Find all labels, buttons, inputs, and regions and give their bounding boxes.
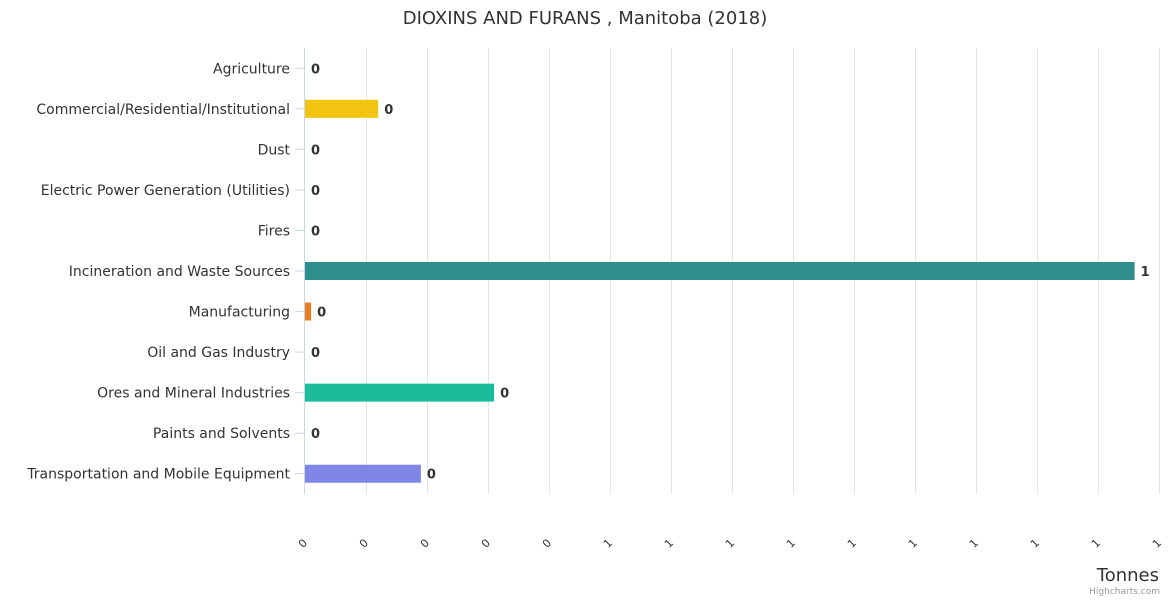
bar [305, 464, 421, 483]
category-label: Ores and Mineral Industries [97, 386, 290, 402]
data-label: 0 [427, 468, 436, 483]
category-labels: Agriculture Commercial/Residential/Instit… [26, 61, 305, 483]
category-label: Electric Power Generation (Utilities) [41, 183, 290, 199]
category-label: Agriculture [213, 61, 290, 77]
data-label: 0 [311, 427, 320, 442]
category-label: Manufacturing [189, 305, 290, 321]
bars [305, 99, 1135, 483]
category-label: Commercial/Residential/Institutional [36, 102, 290, 118]
data-labels: 0 0 0 0 0 1 0 0 0 0 0 [311, 62, 1150, 482]
chart-title: DIOXINS AND FURANS , Manitoba (2018) [403, 8, 768, 29]
data-label: 0 [384, 103, 393, 118]
data-label: 0 [311, 143, 320, 158]
category-label: Transportation and Mobile Equipment [26, 467, 290, 483]
data-label: 0 [311, 346, 320, 361]
data-label: 0 [311, 184, 320, 199]
bar [305, 99, 379, 118]
data-label: 0 [311, 62, 320, 77]
category-label: Fires [258, 223, 290, 239]
data-label: 0 [311, 224, 320, 239]
category-label: Paints and Solvents [153, 426, 290, 442]
bar [305, 302, 312, 321]
category-label: Oil and Gas Industry [147, 345, 290, 361]
data-label: 0 [317, 306, 326, 321]
data-label: 1 [1141, 265, 1150, 280]
credits-link[interactable]: Highcharts.com [1089, 587, 1160, 597]
x-axis-title: Tonnes [1096, 565, 1159, 586]
data-label: 0 [500, 387, 509, 402]
bar [305, 262, 1135, 280]
category-label: Dust [258, 142, 291, 158]
bar [305, 383, 495, 402]
category-label: Incineration and Waste Sources [69, 264, 290, 280]
